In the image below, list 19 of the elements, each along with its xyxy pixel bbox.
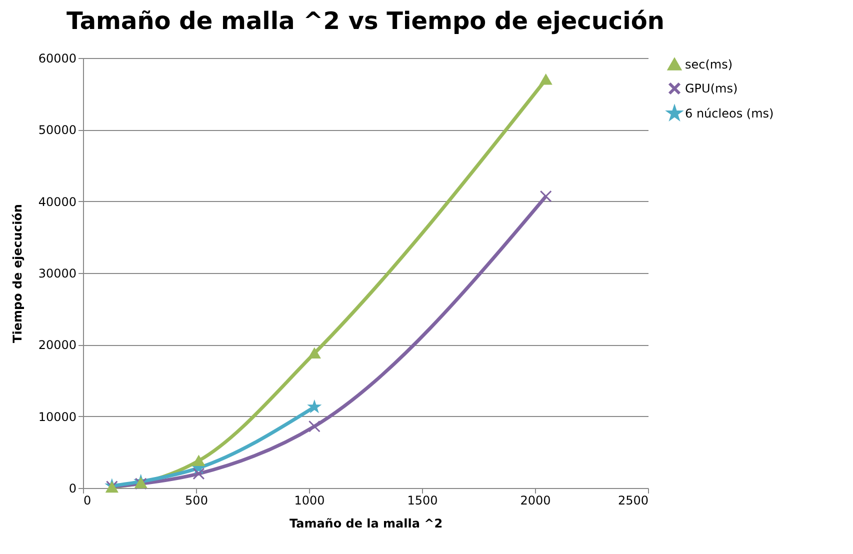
x-tick-label: 2000	[520, 494, 551, 508]
chart-title: Tamaño de malla ^2 vs Tiempo de ejecución	[66, 7, 664, 35]
y-tick-label: 0	[68, 482, 76, 496]
y-axis-title: Tiempo de ejecución	[10, 204, 24, 343]
y-tick-label: 30000	[38, 266, 76, 280]
x-tick-label: 1500	[407, 494, 438, 508]
x-axis-title: Tamaño de la malla ^2	[289, 516, 443, 530]
legend-label: GPU(ms)	[685, 82, 738, 96]
x-tick-label: 500	[185, 494, 208, 508]
x-tick-label: 2500	[618, 494, 648, 508]
y-tick-label: 60000	[38, 52, 76, 66]
legend-label: 6 núcleos (ms)	[685, 106, 774, 120]
x-tick-label: 0	[84, 494, 92, 508]
x-tick-label: 1000	[294, 494, 325, 508]
y-tick-label: 20000	[38, 338, 76, 352]
y-tick-label: 50000	[38, 123, 76, 138]
legend-label: sec(ms)	[685, 58, 733, 72]
y-tick-label: 10000	[38, 410, 76, 424]
y-tick-label: 40000	[38, 194, 76, 209]
